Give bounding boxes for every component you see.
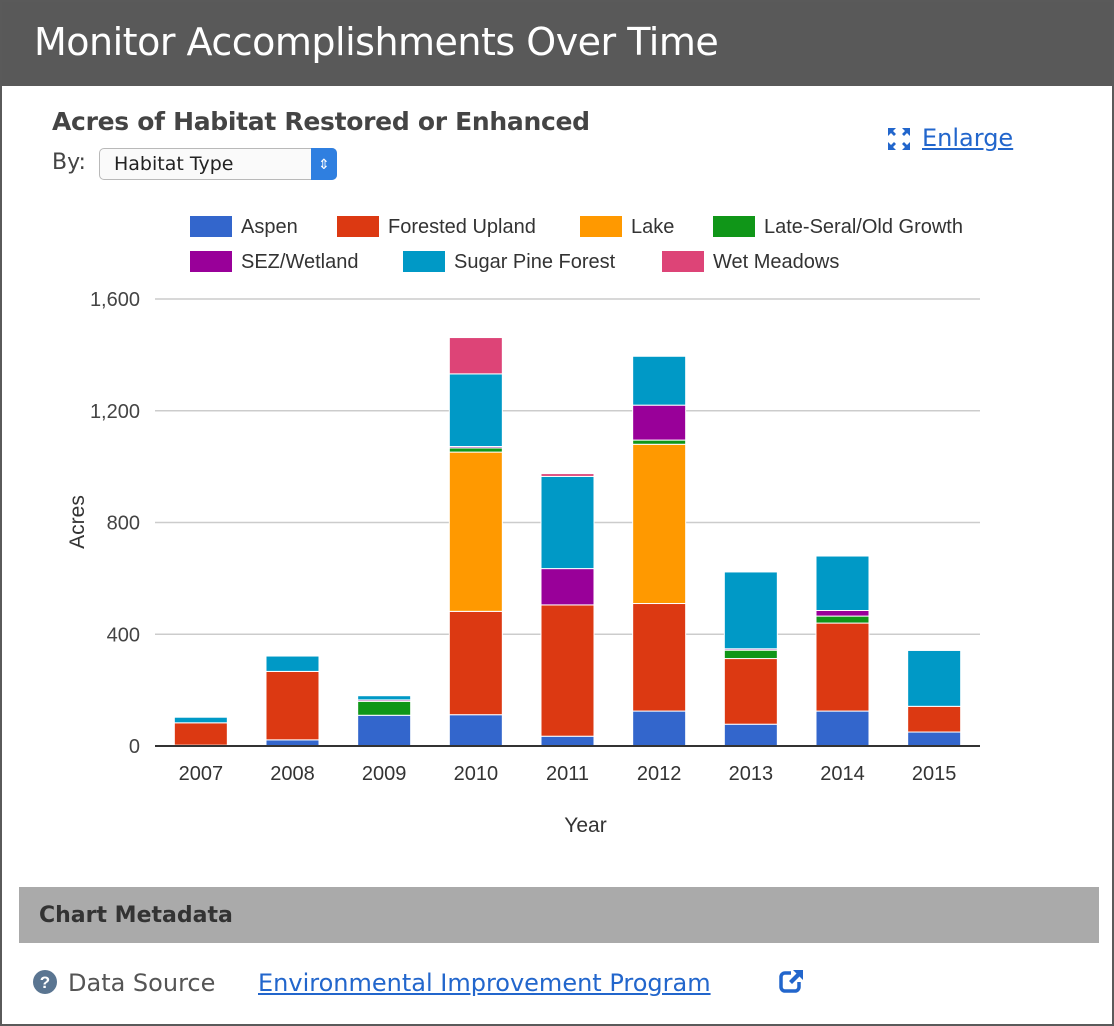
bar-segment: [540, 735, 595, 747]
x-tick-label: 2015: [912, 763, 957, 785]
bar-segment: [632, 355, 687, 406]
bar-segment: [173, 722, 228, 746]
bar-segment: [723, 658, 778, 725]
legend-swatch: [337, 216, 379, 237]
bar-segment: [448, 447, 503, 453]
legend-label: Aspen: [241, 216, 298, 238]
x-tick-label: 2014: [820, 763, 865, 785]
bar-segment: [357, 700, 412, 716]
data-source-label: Data Source: [68, 969, 216, 997]
bar-segment: [907, 731, 962, 747]
bar-segment: [448, 714, 503, 747]
y-tick-label: 800: [107, 513, 140, 535]
bar-segment: [815, 615, 870, 624]
x-axis-title: Year: [564, 814, 606, 837]
chart-title: Acres of Habitat Restored or Enhanced: [52, 107, 590, 136]
x-tick-label: 2010: [454, 763, 499, 785]
svg-text:?: ?: [40, 973, 50, 992]
legend-label: SEZ/Wetland: [241, 251, 358, 273]
bar-segment: [907, 649, 962, 707]
group-by-select-value: Habitat Type: [114, 153, 234, 175]
y-tick-label: 0: [129, 736, 140, 758]
chart-metadata-bar: Chart Metadata: [19, 887, 1099, 943]
x-tick-label: 2009: [362, 763, 407, 785]
group-by-select[interactable]: Habitat Type ⇕: [99, 148, 337, 180]
bar-segment: [357, 695, 412, 701]
bar-segment: [815, 622, 870, 712]
bar-segment: [632, 439, 687, 445]
bar-segment: [448, 337, 503, 375]
bar-segment: [815, 710, 870, 747]
header-bar: Monitor Accomplishments Over Time: [2, 2, 1112, 86]
legend-label: Sugar Pine Forest: [454, 251, 616, 273]
select-arrows-icon: ⇕: [311, 148, 337, 180]
legend-label: Forested Upland: [388, 216, 536, 238]
legend-label: Lake: [631, 216, 674, 238]
page-title: Monitor Accomplishments Over Time: [34, 20, 719, 64]
bar-segment: [448, 373, 503, 448]
y-tick-label: 400: [107, 624, 140, 646]
group-by-label: By:: [52, 150, 86, 175]
legend-label: Wet Meadows: [713, 251, 839, 273]
bar-segment: [723, 649, 778, 660]
bar-segment: [815, 610, 870, 617]
y-tick-label: 1,200: [90, 401, 140, 423]
bar-segment: [632, 603, 687, 712]
bar-segment: [815, 555, 870, 612]
x-tick-label: 2007: [179, 763, 224, 785]
bar-segment: [540, 568, 595, 606]
legend-swatch: [713, 216, 755, 237]
legend-swatch: [580, 216, 622, 237]
x-tick-label: 2011: [546, 763, 589, 785]
legend-swatch: [662, 251, 704, 272]
x-tick-label: 2008: [270, 763, 315, 785]
legend-label: Late-Seral/Old Growth: [764, 216, 963, 238]
bar-segment: [265, 670, 320, 741]
stacked-bar-chart: Aspen Forested Upland Lake Late-Seral/Old G…: [66, 216, 980, 837]
y-tick-label: 1,600: [90, 289, 140, 311]
x-tick-label: 2013: [729, 763, 774, 785]
bar-segment: [357, 714, 412, 747]
bar-segment: [632, 404, 687, 441]
question-circle-icon[interactable]: ?: [32, 969, 58, 995]
x-tick-label: 2012: [637, 763, 682, 785]
legend-swatch: [190, 251, 232, 272]
bar-segment: [632, 443, 687, 605]
bar-segment: [448, 451, 503, 612]
bar-segment: [448, 610, 503, 716]
bar-segment: [540, 604, 595, 737]
legend-swatch: [190, 216, 232, 237]
data-source-link[interactable]: Environmental Improvement Program: [258, 969, 711, 997]
bar-segment: [540, 475, 595, 570]
bar-segment: [723, 571, 778, 650]
external-link-icon[interactable]: [778, 967, 806, 995]
bar-segment: [907, 705, 962, 733]
bar-segment: [265, 655, 320, 672]
bar-segment: [173, 716, 228, 724]
bar-segment: [632, 710, 687, 747]
y-axis-title: Acres: [66, 495, 89, 549]
chart-metadata-title: Chart Metadata: [39, 903, 233, 928]
expand-icon: [888, 128, 910, 150]
enlarge-label: Enlarge: [922, 124, 1014, 152]
legend-swatch: [403, 251, 445, 272]
bar-segment: [540, 473, 595, 477]
bar-segment: [723, 723, 778, 747]
